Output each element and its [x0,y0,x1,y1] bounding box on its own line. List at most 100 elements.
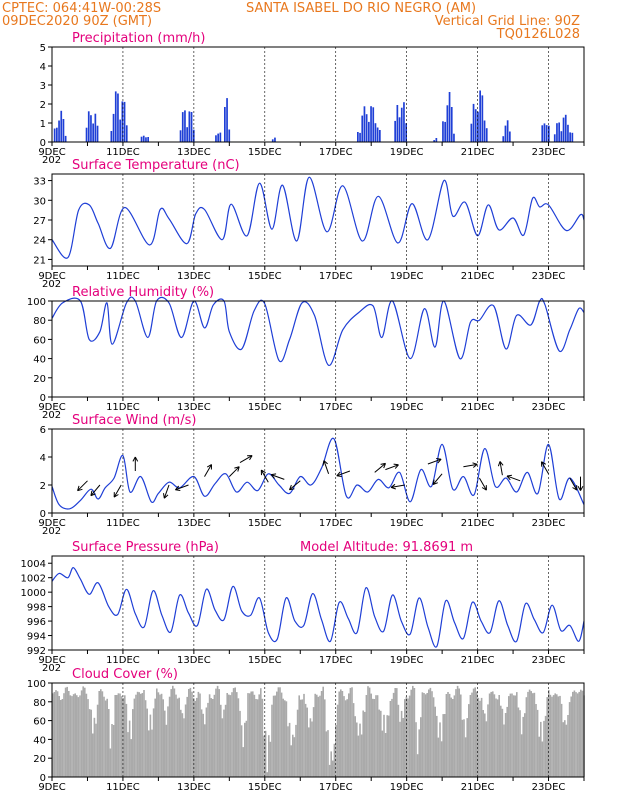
cloud-bar [244,722,246,777]
precip-x-axis: 9DEC 11DEC 13DEC 15DEC 17DEC 19DEC 21DEC 23DEC 2… [38,142,585,166]
precip-bar [368,121,370,142]
wind-arrow-head-left [175,489,181,491]
cloud-bar [372,698,374,777]
precip-bar [363,106,366,142]
cloud-bar [328,764,331,777]
precip-bar [448,92,451,142]
cloud-bar [112,725,115,777]
wind-arrow-head-left [234,466,240,469]
cloud-bar [114,695,116,777]
cloud-bar [202,713,204,777]
cloud-bar [309,718,312,777]
cloud-bar [466,718,468,777]
wind-arrow [497,461,504,476]
x-tick-label: 13DEC [177,271,211,282]
cloud-bar [322,686,324,777]
cloud-bar [79,695,81,777]
wind-arrow-shaft [204,464,212,477]
wind-arrow-shaft [391,484,405,488]
panel-cloud: Cloud Cover (%) 0 20 40 60 80 100 9DEC 11DEC 13DE… [27,667,585,793]
precip-bar [483,120,486,142]
cloud-bar [276,691,278,777]
cloud-bar [460,694,462,777]
precip-bar [142,135,145,142]
cloud-bar [474,687,476,777]
temp-y-axis: 21 24 27 30 33 [33,177,52,266]
cloud-bar [319,695,321,777]
x-tick-label: 21DEC [461,147,495,158]
wind-arrow [463,462,478,468]
precip-bar [121,101,124,142]
cloud-bar [61,699,64,777]
precip-bar [379,130,381,142]
cloud-bar [205,707,208,777]
cloud-bar [503,724,505,777]
cloud-bar [525,697,528,777]
x-tick-label: 9DEC [38,655,65,666]
cloud-bar [229,695,232,777]
cloud-bar [450,697,452,777]
cloud-bar [551,696,553,777]
cloud-bar [559,695,561,777]
cloud-bar [500,705,502,777]
cloud-bar [120,696,123,777]
precip-plot-area [52,47,584,142]
wind-arrow [385,463,399,471]
y-tick-label: 40 [33,355,46,366]
x-tick-label: 21DEC [461,655,495,666]
y-tick-label: 30 [33,196,46,207]
precip-bar [569,132,571,142]
precip-bar [481,95,484,142]
cloud-bar [367,686,369,777]
wind-arrow-head-left [472,462,478,465]
precip-bar [145,137,147,142]
cloud-bar [135,694,137,777]
temp-title: Surface Temperature (nC) [72,158,240,173]
x-tick-label: 21DEC [461,402,495,413]
cloud-bar [397,704,400,777]
wind-arrow-head-right [323,460,328,465]
cloud-bar [200,709,203,777]
cloud-bar [340,689,342,777]
wind-arrow [577,476,584,491]
wind-arrow-head-right [481,487,487,491]
cloud-bar [296,709,299,777]
cloud-bar [234,687,236,777]
cloud-bar [538,736,540,777]
rh-series-line [51,296,585,366]
cloud-bar [178,697,180,777]
x-tick-label: 19DEC [390,147,424,158]
cloud-bar [496,699,499,777]
cloud-bar [96,704,99,777]
cloud-bar [256,699,259,777]
cloud-bar [458,688,460,777]
cloud-bar [312,707,315,777]
cloud-bar [164,710,166,777]
cloud-bar [197,691,200,777]
cloud-bar [578,691,580,777]
cloud-bar [426,693,428,777]
cloud-bar [232,688,235,777]
cloud-bar [468,704,470,777]
precip-bar [357,132,359,142]
precip-bar [405,123,407,142]
wind-arrow-shaft [385,464,399,471]
wind-series-line [51,437,585,510]
cloud-bar [428,689,430,777]
cloud-bar [360,734,363,777]
cloud-bar [311,721,313,777]
x-tick-label: 17DEC [319,402,353,413]
cloud-bar [128,720,131,777]
x-tick-label: 17DEC [319,271,353,282]
precip-y-axis: 0 1 2 3 4 5 [40,43,52,149]
cloud-bar [100,689,102,777]
cloud-bar [400,710,403,777]
wind-arrow [336,470,351,477]
cloud-bar [421,692,424,777]
wind-arrow [260,469,269,483]
wind-arrow-shaft [478,477,487,491]
rh-title: Relative Humidity (%) [72,285,214,300]
precip-bar [58,120,60,142]
cloud-bar [410,689,412,777]
cloud-bar [485,721,488,777]
